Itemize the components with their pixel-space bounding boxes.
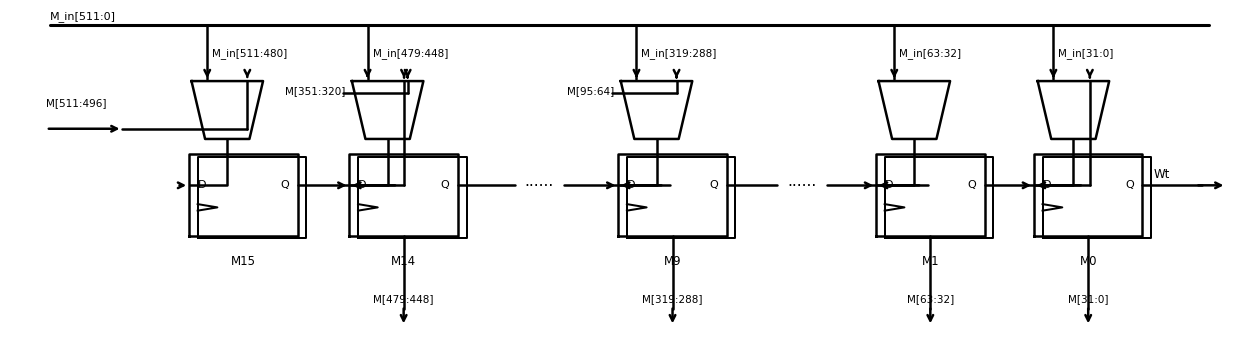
Text: M_in[511:480]: M_in[511:480] xyxy=(212,48,287,59)
Text: M14: M14 xyxy=(392,255,416,268)
Text: M9: M9 xyxy=(664,255,681,268)
Text: M1: M1 xyxy=(922,255,939,268)
Text: D: D xyxy=(627,180,636,190)
Text: M_in[479:448]: M_in[479:448] xyxy=(373,48,447,59)
Text: D: D xyxy=(1042,180,1051,190)
Text: D: D xyxy=(358,180,367,190)
Text: M[351:320]: M[351:320] xyxy=(285,86,346,96)
Text: M[63:32]: M[63:32] xyxy=(907,294,954,304)
Text: M[319:288]: M[319:288] xyxy=(642,294,703,304)
Text: M[95:64]: M[95:64] xyxy=(567,86,615,96)
Text: M[31:0]: M[31:0] xyxy=(1068,294,1109,304)
Text: M[511:496]: M[511:496] xyxy=(46,98,107,108)
Text: Wt: Wt xyxy=(1154,168,1170,181)
Text: Q: Q xyxy=(968,180,976,190)
Text: D: D xyxy=(885,180,893,190)
Text: M0: M0 xyxy=(1079,255,1097,268)
Text: Q: Q xyxy=(441,180,450,190)
Text: M[479:448]: M[479:448] xyxy=(373,294,434,304)
Text: M15: M15 xyxy=(230,255,255,268)
Text: Q: Q xyxy=(280,180,289,190)
Text: M_in[63:32]: M_in[63:32] xyxy=(900,48,961,59)
Text: ......: ...... xyxy=(524,174,554,189)
Text: Q: Q xyxy=(710,180,719,190)
Text: D: D xyxy=(198,180,206,190)
Text: Q: Q xyxy=(1125,180,1134,190)
Text: ......: ...... xyxy=(788,174,817,189)
Text: M_in[319:288]: M_in[319:288] xyxy=(642,48,717,59)
Text: M_in[31:0]: M_in[31:0] xyxy=(1058,48,1114,59)
Text: M_in[511:0]: M_in[511:0] xyxy=(50,11,115,21)
